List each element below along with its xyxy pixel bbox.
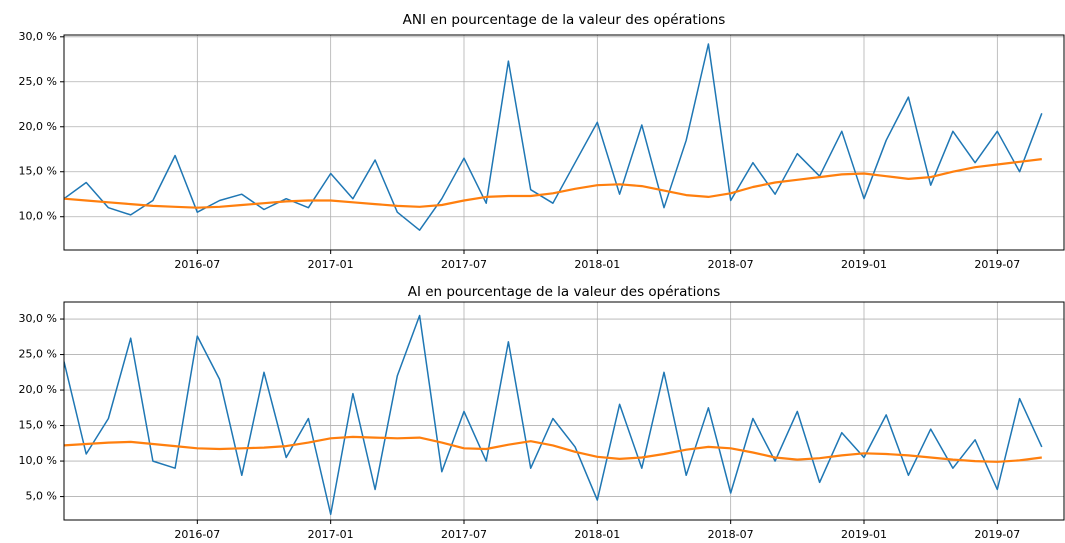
x-tick-label: 2017-07 xyxy=(441,528,487,541)
y-tick-label: 25,0 % xyxy=(19,348,57,361)
x-tick-label: 2017-07 xyxy=(441,258,487,271)
data-line xyxy=(64,314,1043,516)
y-tick-label: 30,0 % xyxy=(19,30,57,43)
chart-title: AI en pourcentage de la valeur des opéra… xyxy=(408,284,721,300)
y-tick-label: 25,0 % xyxy=(19,75,57,88)
y-tick-label: 30,0 % xyxy=(19,312,57,325)
y-tick-label: 15,0 % xyxy=(19,419,57,432)
x-tick-label: 2019-07 xyxy=(974,258,1020,271)
x-tick-label: 2017-01 xyxy=(308,528,354,541)
plot-frame xyxy=(63,301,1065,521)
chart-title: ANI en pourcentage de la valeur des opér… xyxy=(403,12,726,28)
y-tick-label: 10,0 % xyxy=(19,454,57,467)
y-tick-label: 15,0 % xyxy=(19,165,57,178)
x-tick-label: 2018-07 xyxy=(708,258,754,271)
plot-frame xyxy=(63,34,1065,251)
data-line xyxy=(64,158,1042,209)
y-tick-label: 10,0 % xyxy=(19,210,57,223)
data-line xyxy=(64,43,1043,231)
x-tick-label: 2019-01 xyxy=(841,258,887,271)
x-tick-label: 2019-07 xyxy=(974,528,1020,541)
x-tick-label: 2017-01 xyxy=(308,258,354,271)
x-tick-label: 2018-01 xyxy=(574,258,620,271)
x-tick-label: 2018-07 xyxy=(708,528,754,541)
y-tick-label: 5,0 % xyxy=(26,490,57,503)
x-tick-label: 2016-07 xyxy=(174,528,220,541)
data-line xyxy=(64,435,1042,463)
x-tick-label: 2018-01 xyxy=(574,528,620,541)
x-tick-label: 2019-01 xyxy=(841,528,887,541)
y-tick-label: 20,0 % xyxy=(19,383,57,396)
x-tick-label: 2016-07 xyxy=(174,258,220,271)
y-tick-label: 20,0 % xyxy=(19,120,57,133)
